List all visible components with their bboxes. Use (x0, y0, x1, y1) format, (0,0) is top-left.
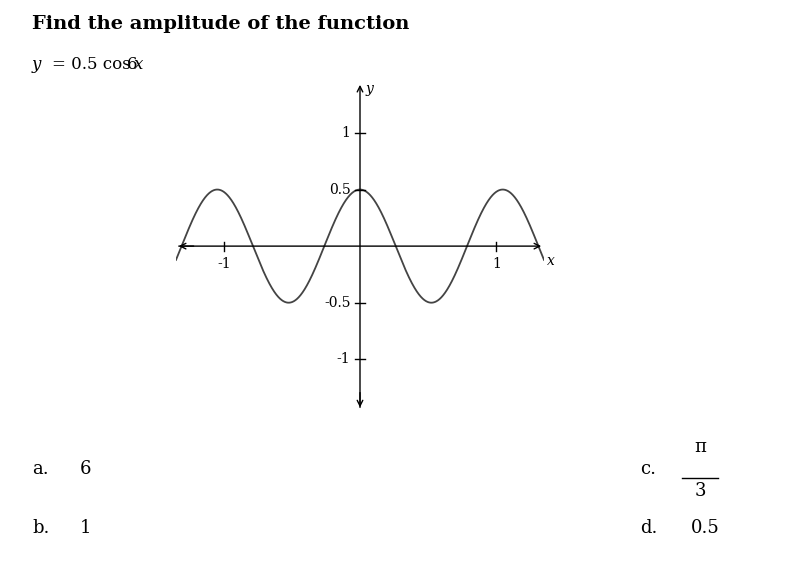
Text: 6: 6 (80, 460, 91, 478)
Text: d.: d. (640, 519, 658, 537)
Text: 0.5: 0.5 (690, 519, 719, 537)
Text: x: x (134, 56, 143, 73)
Text: 1: 1 (342, 126, 350, 140)
Text: 6: 6 (126, 56, 137, 73)
Text: -0.5: -0.5 (324, 296, 350, 309)
Text: b.: b. (32, 519, 50, 537)
Text: y: y (366, 82, 374, 96)
Text: y: y (32, 56, 42, 73)
Text: 0.5: 0.5 (329, 183, 350, 196)
Text: c.: c. (640, 460, 656, 478)
Text: π: π (694, 438, 706, 456)
Text: x: x (546, 254, 554, 268)
Text: a.: a. (32, 460, 49, 478)
Text: Find the amplitude of the function: Find the amplitude of the function (32, 15, 410, 33)
Text: -1: -1 (337, 352, 350, 366)
Text: 3: 3 (694, 482, 706, 500)
Text: 1: 1 (492, 257, 501, 271)
Text: = 0.5 cos: = 0.5 cos (52, 56, 136, 73)
Text: 1: 1 (80, 519, 91, 537)
Text: -1: -1 (217, 257, 230, 271)
